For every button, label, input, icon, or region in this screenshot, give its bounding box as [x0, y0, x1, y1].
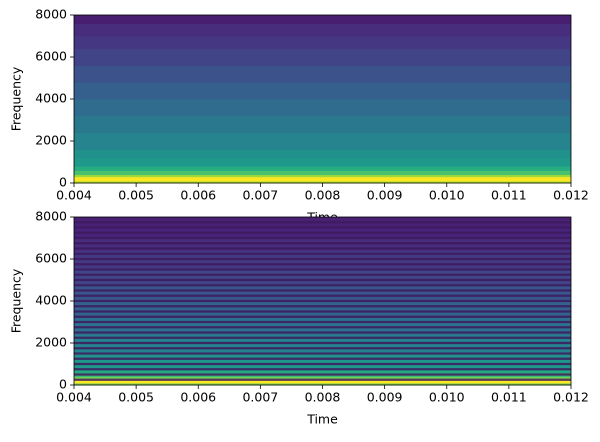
spectrogram-band: [74, 351, 571, 361]
x-tick-label: 0.006: [180, 390, 216, 405]
spectrogram-band: [74, 378, 571, 384]
spectrogram-band: [74, 82, 571, 100]
spectrogram-band: [74, 15, 571, 24]
y-tick-label: 4000: [35, 91, 67, 106]
x-tick-label: 0.009: [367, 188, 403, 203]
x-tick-label: 0.009: [367, 390, 403, 405]
x-tick-label: 0.008: [305, 390, 341, 405]
spectrogram-band: [74, 132, 571, 150]
x-tick-label: 0.004: [56, 390, 92, 405]
x-tick-label: 0.012: [553, 188, 589, 203]
spectrogram-band: [74, 65, 571, 83]
y-tick-label: 2000: [35, 133, 67, 148]
spectrogram-band: [74, 166, 571, 171]
spectrogram-band: [74, 170, 571, 176]
x-tick-label: 0.010: [429, 188, 465, 203]
y-tick-label: 0: [59, 175, 67, 190]
spectrogram-band: [74, 99, 571, 117]
spectrogram-band: [74, 382, 571, 386]
x-tick-label: 0.011: [491, 188, 527, 203]
x-tick-label: 0.012: [553, 390, 589, 405]
y-tick-label: 8000: [35, 7, 67, 22]
spectrogram-band: [74, 36, 571, 50]
spectrogram-band: [74, 368, 571, 373]
spectrogram-band: [74, 284, 571, 302]
spectrogram-band: [74, 157, 571, 167]
x-axis-label: Time: [306, 412, 338, 427]
x-tick-label: 0.005: [118, 188, 154, 203]
x-tick-label: 0.005: [118, 390, 154, 405]
x-tick-label: 0.004: [56, 188, 92, 203]
spectrogram-band: [74, 376, 571, 380]
y-tick-label: 6000: [35, 49, 67, 64]
y-tick-label: 0: [59, 377, 67, 392]
x-tick-label: 0.007: [242, 390, 278, 405]
x-tick-label: 0.011: [491, 390, 527, 405]
y-tick-label: 2000: [35, 335, 67, 350]
spectrogram-band: [74, 23, 571, 37]
y-tick-label: 6000: [35, 251, 67, 266]
x-tick-label: 0.010: [429, 390, 465, 405]
spectrogram-band: [74, 115, 571, 134]
x-tick-label: 0.008: [305, 188, 341, 203]
spectrogram-band: [74, 180, 571, 184]
spectrogram-band: [74, 149, 571, 159]
x-tick-label: 0.007: [242, 188, 278, 203]
y-tick-label: 4000: [35, 293, 67, 308]
y-axis-label: Frequency: [9, 66, 24, 131]
y-axis-label: Frequency: [9, 268, 24, 333]
spectrogram-band: [74, 174, 571, 178]
x-tick-label: 0.006: [180, 188, 216, 203]
y-tick-label: 8000: [35, 209, 67, 224]
spectrogram-band: [74, 176, 571, 182]
spectrogram-band: [74, 48, 571, 66]
